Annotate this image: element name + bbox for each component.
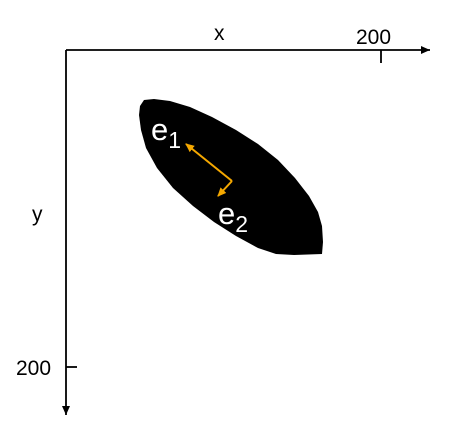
ellipse-blob [139, 99, 323, 255]
e1-subscript: 1 [168, 127, 181, 153]
e2-symbol: e [218, 196, 235, 231]
y-axis-tick-label: 200 [16, 357, 51, 380]
e1-symbol: e [151, 112, 168, 147]
e2-vector-arrow [217, 180, 233, 197]
e2-vector-label: e2 [218, 196, 248, 237]
x-axis-tick-label: 200 [356, 26, 391, 49]
e1-vector-arrow [185, 143, 233, 182]
y-axis-label: y [32, 203, 43, 226]
e1-vector-label: e1 [151, 112, 181, 153]
e2-subscript: 2 [235, 211, 248, 237]
x-axis-label: x [214, 22, 225, 45]
